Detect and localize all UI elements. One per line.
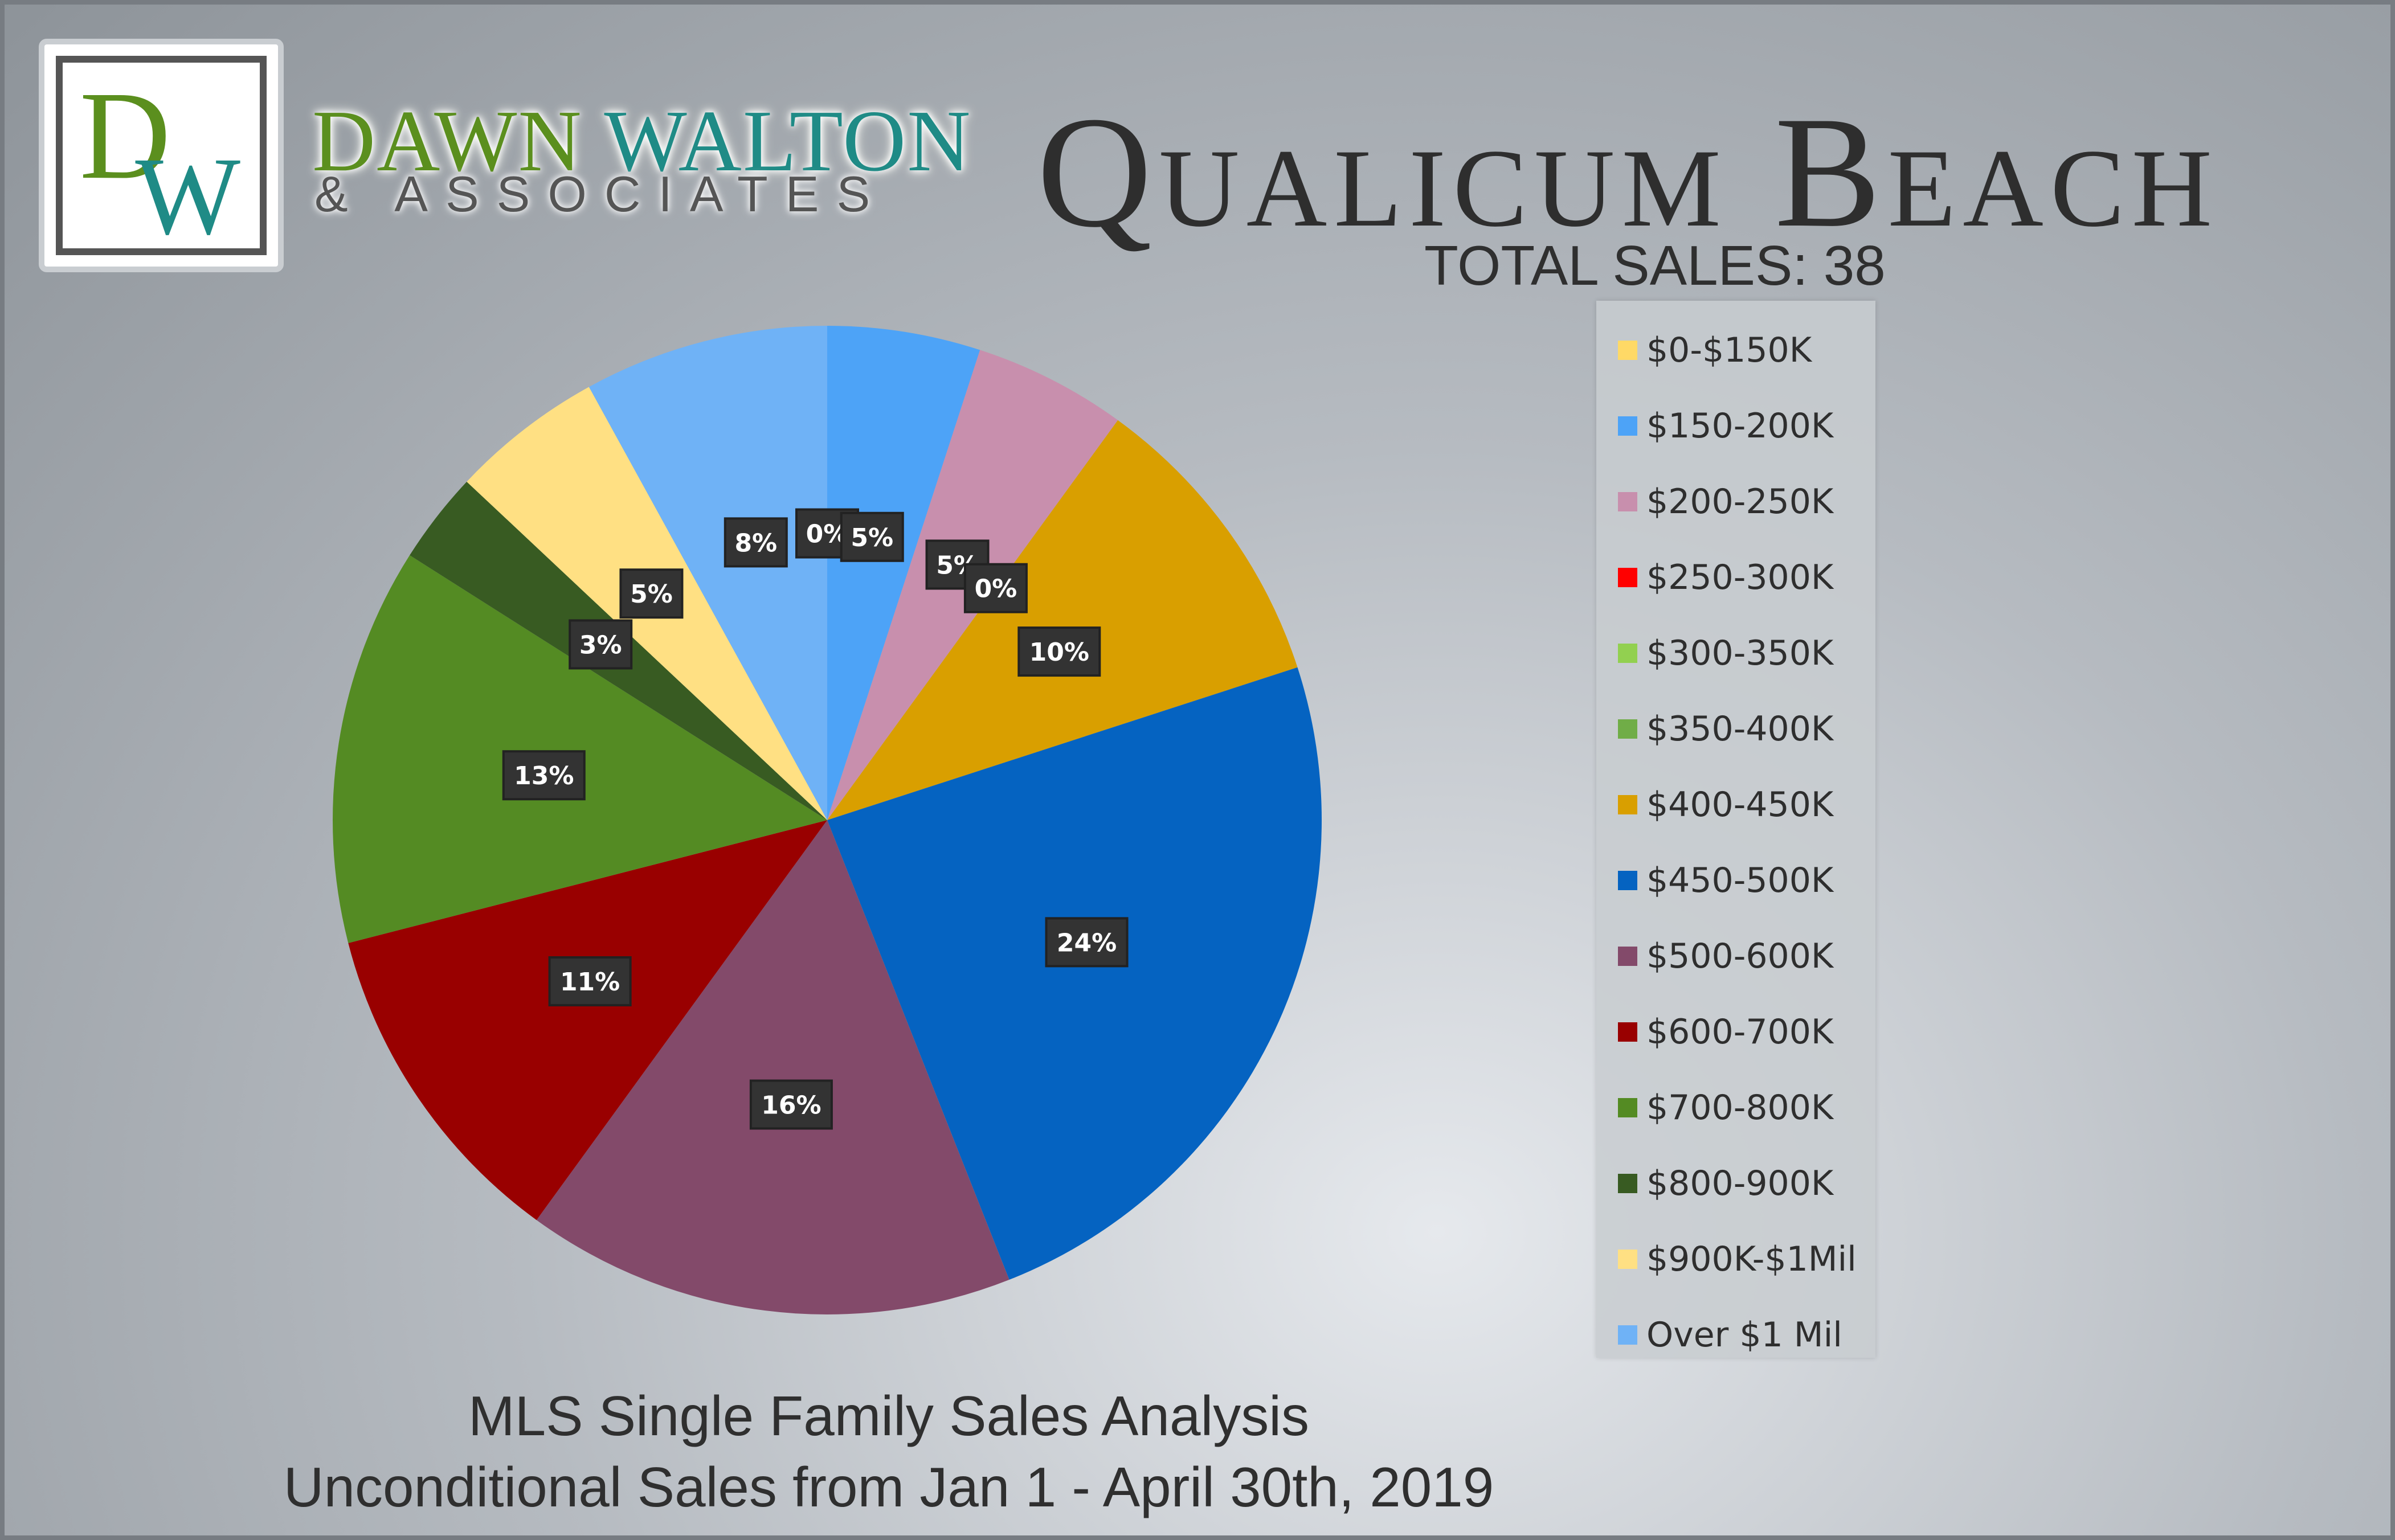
legend-swatch	[1618, 1022, 1637, 1042]
legend-label: Over $1 Mil	[1646, 1315, 1842, 1355]
legend-swatch	[1618, 492, 1637, 511]
legend-swatch	[1618, 1098, 1637, 1117]
slice-data-label: 8%	[724, 517, 788, 568]
legend-label: $400-450K	[1646, 785, 1834, 825]
pie-slice	[827, 667, 1322, 1280]
legend-label: $450-500K	[1646, 861, 1834, 900]
svg-text:5%: 5%	[851, 523, 893, 552]
legend-swatch	[1618, 341, 1637, 360]
slice-data-label: 3%	[569, 619, 633, 670]
legend-label: $500-600K	[1646, 936, 1834, 976]
logo: D W	[39, 39, 284, 272]
svg-text:16%: 16%	[761, 1091, 821, 1120]
pie-slice	[588, 326, 827, 820]
legend-swatch	[1618, 719, 1637, 739]
legend-label: $600-700K	[1646, 1012, 1834, 1052]
brand-name: DAWN WALTON	[312, 91, 972, 192]
legend-item: $700-800K	[1596, 1082, 1833, 1133]
svg-text:11%: 11%	[560, 968, 620, 997]
legend-label: $700-800K	[1646, 1088, 1834, 1128]
slice-data-label: 13%	[502, 750, 586, 801]
legend-swatch	[1618, 1325, 1637, 1345]
logo-monogram: D W	[80, 65, 241, 248]
slice-data-label: 16%	[749, 1079, 833, 1130]
svg-text:13%: 13%	[514, 761, 574, 791]
legend-item: Over $1 Mil	[1596, 1309, 1842, 1361]
legend-label: $350-400K	[1646, 709, 1834, 749]
legend-item: $500-600K	[1596, 931, 1833, 982]
legend-item: $400-450K	[1596, 779, 1833, 830]
footer-line-2: Unconditional Sales from Jan 1 - April 3…	[283, 1456, 1494, 1518]
slice-data-label: 24%	[1045, 917, 1129, 968]
slice-data-label: 10%	[1017, 626, 1101, 677]
legend-swatch	[1618, 947, 1637, 966]
legend-item: $250-300K	[1596, 552, 1833, 603]
brand-name-last: WALTON	[604, 93, 972, 190]
svg-text:5%: 5%	[630, 580, 673, 609]
legend-item: $0-$150K	[1596, 325, 1812, 376]
legend-swatch	[1618, 416, 1637, 436]
brand-subtitle: & ASSOCIATES	[314, 166, 888, 222]
svg-text:W: W	[135, 135, 240, 248]
page-title: Qualicum Beach	[1037, 83, 2220, 260]
brand-name-first: DAWN	[312, 93, 583, 190]
pie-slice	[348, 820, 827, 1220]
pie-slice	[333, 555, 827, 943]
legend-item: $600-700K	[1596, 1006, 1833, 1058]
pie-slice	[536, 820, 1010, 1314]
legend-label: $200-250K	[1646, 482, 1834, 522]
legend-label: $0-$150K	[1646, 330, 1812, 370]
legend-label: $900K-$1Mil	[1646, 1239, 1857, 1279]
svg-text:8%: 8%	[734, 529, 777, 558]
legend-swatch	[1618, 871, 1637, 890]
legend-swatch	[1618, 644, 1637, 663]
svg-text:24%: 24%	[1057, 928, 1117, 957]
legend-swatch	[1618, 568, 1637, 587]
legend-item: $450-500K	[1596, 855, 1833, 906]
legend-item: $300-350K	[1596, 628, 1833, 679]
legend-item: $200-250K	[1596, 476, 1833, 527]
legend-swatch	[1618, 1174, 1637, 1193]
legend-item: $150-200K	[1596, 400, 1833, 452]
legend-swatch	[1618, 795, 1637, 814]
legend-label: $150-200K	[1646, 406, 1834, 446]
pie-slice	[827, 326, 980, 820]
pie-slice	[827, 420, 1298, 820]
svg-text:3%: 3%	[579, 630, 622, 660]
chart-legend: $0-$150K $150-200K $200-250K $250-300K $300-…	[1596, 301, 1875, 1358]
svg-text:0%: 0%	[975, 575, 1017, 604]
footer-line-1: MLS Single Family Sales Analysis	[468, 1385, 1310, 1447]
svg-text:D: D	[80, 65, 171, 205]
legend-item: $900K-$1Mil	[1596, 1234, 1857, 1285]
total-sales: TOTAL SALES: 38	[1424, 234, 1886, 297]
legend-item: $350-400K	[1596, 703, 1833, 755]
legend-label: $250-300K	[1646, 558, 1834, 597]
legend-item: $800-900K	[1596, 1158, 1833, 1209]
slice-data-label: 11%	[548, 956, 632, 1006]
slice-data-label: 0%	[963, 563, 1028, 613]
legend-label: $300-350K	[1646, 633, 1834, 673]
legend-swatch	[1618, 1250, 1637, 1269]
slice-data-label: 5%	[619, 568, 684, 619]
logo-frame: D W	[56, 56, 267, 255]
legend-label: $800-900K	[1646, 1164, 1834, 1203]
svg-text:10%: 10%	[1029, 638, 1089, 667]
slice-data-label: 5%	[840, 511, 904, 562]
